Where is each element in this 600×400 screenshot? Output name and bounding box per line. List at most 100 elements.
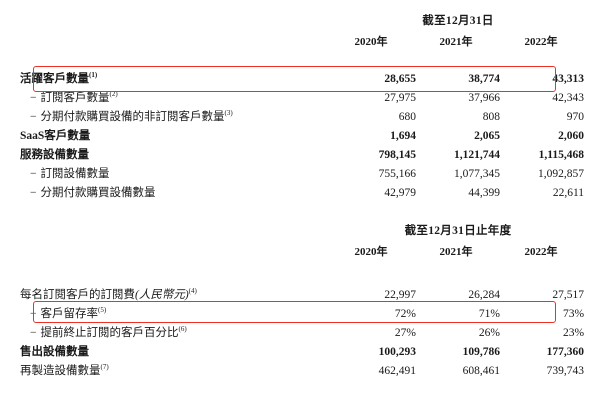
- metrics-table-year-ended: 截至12月31日止年度 2020年 2021年 2022年 每名訂閱客戶的訂閱費…: [0, 222, 600, 380]
- dash-marker: −: [30, 167, 37, 180]
- column-group-header-2: 截至12月31日止年度: [404, 225, 512, 237]
- cell-2021: 808: [482, 110, 500, 123]
- cell-2022: 1,115,468: [538, 148, 585, 161]
- table-row: 活躍客戶數量(1) 28,655 38,774 43,313: [0, 69, 600, 88]
- cell-2022: 43,313: [552, 72, 585, 85]
- dash-marker: −: [30, 186, 37, 199]
- cell-2020: 28,655: [384, 72, 416, 85]
- column-header-year-2020: 2020年: [354, 246, 388, 258]
- table-row: − 訂閱設備數量 755,166 1,077,345 1,092,857: [0, 164, 600, 183]
- row-label-subscription-fee-per-customer: 每名訂閱客戶的訂閱費(人民幣元)(4): [20, 286, 197, 301]
- column-header-year-2022: 2022年: [524, 36, 558, 48]
- dash-marker: −: [30, 110, 37, 123]
- cell-2021: 608,461: [462, 364, 500, 377]
- header-year-row: 2020年 2021年 2022年: [0, 33, 600, 53]
- cell-2020: 42,979: [384, 186, 416, 199]
- header-gap-row-2: [0, 263, 600, 285]
- table-row: 售出設備數量 100,293 109,786 177,360: [0, 342, 600, 361]
- dash-marker: −: [30, 307, 37, 320]
- row-label-early-termination-percentage: − 提前終止訂閱的客戶百分比(6): [30, 324, 187, 339]
- footnote-marker: (5): [98, 305, 107, 314]
- table-row: − 分期付款購買設備數量 42,979 44,399 22,611: [0, 183, 600, 202]
- cell-2022: 42,343: [552, 91, 585, 104]
- table-row: 再製造設備數量(7) 462,491 608,461 739,743: [0, 361, 600, 380]
- row-label-saas-customers: SaaS客戶數量: [20, 129, 91, 142]
- column-group-header: 截至12月31日: [422, 15, 494, 27]
- dash-marker: −: [30, 91, 37, 104]
- table-head: 截至12月31日 2020年 2021年 2022年: [0, 12, 600, 69]
- table-head-2: 截至12月31日止年度 2020年 2021年 2022年: [0, 222, 600, 285]
- column-header-year-2020: 2020年: [354, 36, 388, 48]
- cell-2020: 22,997: [384, 288, 416, 301]
- table-row: 每名訂閱客戶的訂閱費(人民幣元)(4) 22,997 26,284 27,517: [0, 285, 600, 304]
- table-row: − 分期付款購買設備的非訂閱客戶數量(3) 680 808 970: [0, 107, 600, 126]
- footnote-marker: (6): [178, 324, 187, 333]
- cell-2022: 739,743: [546, 364, 585, 377]
- cell-2022: 22,611: [552, 186, 585, 199]
- cell-2022: 23%: [562, 326, 585, 339]
- cell-2021: 44,399: [468, 186, 500, 199]
- header-spacer-2: [0, 33, 332, 53]
- footnote-marker: (3): [224, 108, 233, 117]
- column-header-year-2022: 2022年: [524, 246, 558, 258]
- header-spacer-3: [0, 222, 332, 243]
- cell-2020: 27%: [394, 326, 416, 339]
- cell-2020: 680: [398, 110, 416, 123]
- cell-2022: 970: [566, 110, 585, 123]
- table-row: 服務設備數量 798,145 1,121,744 1,115,468: [0, 145, 600, 164]
- cell-2021: 38,774: [468, 72, 500, 85]
- metrics-table-as-of: 截至12月31日 2020年 2021年 2022年 活躍客戶數量(1) 28,…: [0, 12, 600, 202]
- cell-2021: 37,966: [468, 91, 500, 104]
- cell-2022: 1,092,857: [538, 167, 585, 180]
- row-label-unit: (人民幣元): [135, 288, 189, 301]
- footnote-marker: (4): [188, 286, 197, 295]
- cell-2021: 109,786: [462, 345, 500, 358]
- cell-2020: 755,166: [378, 167, 416, 180]
- header-gap-row: [0, 53, 600, 69]
- cell-2020: 27,975: [384, 91, 416, 104]
- row-label-non-subscription-installment-customers: − 分期付款購買設備的非訂閱客戶數量(3): [30, 108, 233, 123]
- cell-2022: 73%: [562, 307, 585, 320]
- table-row: − 客戶留存率(5) 72% 71% 73%: [0, 304, 600, 323]
- cell-2022: 2,060: [558, 129, 585, 142]
- footnote-marker: (1): [89, 70, 98, 79]
- cell-2022: 27,517: [552, 288, 585, 301]
- cell-2021: 1,121,744: [454, 148, 500, 161]
- table-body-as-of: 活躍客戶數量(1) 28,655 38,774 43,313 − 訂閱客戶數量(2…: [0, 69, 600, 202]
- table-row: − 提前終止訂閱的客戶百分比(6) 27% 26% 23%: [0, 323, 600, 342]
- cell-2020: 798,145: [378, 148, 416, 161]
- cell-2022: 177,360: [546, 345, 585, 358]
- column-header-year-2021: 2021年: [439, 246, 473, 258]
- row-label-devices-sold: 售出設備數量: [20, 345, 89, 358]
- section-year-ended-dec-31: 截至12月31日止年度 2020年 2021年 2022年 每名訂閱客戶的訂閱費…: [0, 222, 600, 380]
- footnote-marker: (7): [100, 362, 109, 371]
- header-span-row: 截至12月31日: [0, 12, 600, 33]
- header-spacer-4: [0, 243, 332, 263]
- table-body-year-ended: 每名訂閱客戶的訂閱費(人民幣元)(4) 22,997 26,284 27,517…: [0, 285, 600, 380]
- table-row: SaaS客戶數量 1,694 2,065 2,060: [0, 126, 600, 145]
- dash-marker: −: [30, 326, 37, 339]
- footnote-marker: (2): [109, 89, 118, 98]
- row-label-subscription-customers: − 訂閱客戶數量(2): [30, 89, 118, 104]
- cell-2021: 71%: [478, 307, 500, 320]
- header-spacer: [0, 12, 332, 33]
- row-label-active-customers: 活躍客戶數量(1): [20, 70, 98, 85]
- table-row: − 訂閱客戶數量(2) 27,975 37,966 42,343: [0, 88, 600, 107]
- cell-2020: 72%: [394, 307, 416, 320]
- row-label-installment-purchase-devices: − 分期付款購買設備數量: [30, 186, 156, 199]
- header-year-row-2: 2020年 2021年 2022年: [0, 243, 600, 263]
- cell-2021: 26,284: [468, 288, 500, 301]
- row-label-subscription-devices: − 訂閱設備數量: [30, 167, 110, 180]
- row-label-remanufactured-devices: 再製造設備數量(7): [20, 362, 109, 377]
- cell-2021: 2,065: [474, 129, 500, 142]
- cell-2021: 1,077,345: [454, 167, 500, 180]
- row-label-customer-retention-rate: − 客戶留存率(5): [30, 305, 107, 320]
- cell-2020: 462,491: [378, 364, 416, 377]
- column-header-year-2021: 2021年: [439, 36, 473, 48]
- section-as-of-dec-31: 截至12月31日 2020年 2021年 2022年 活躍客戶數量(1) 28,…: [0, 12, 600, 202]
- cell-2020: 100,293: [378, 345, 416, 358]
- cell-2020: 1,694: [390, 129, 416, 142]
- row-label-serviced-devices: 服務設備數量: [20, 148, 89, 161]
- cell-2021: 26%: [478, 326, 500, 339]
